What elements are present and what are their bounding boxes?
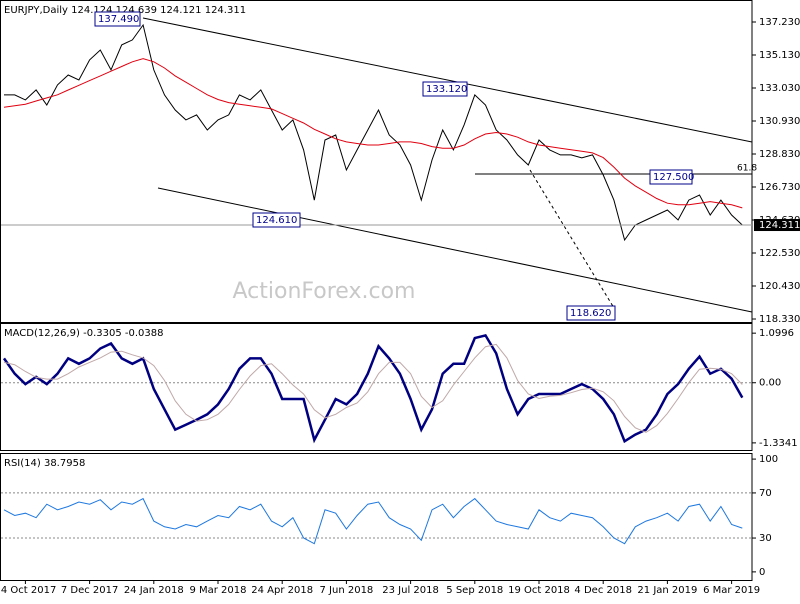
annotation: 61.8 xyxy=(737,164,757,174)
watermark: ActionForex.com xyxy=(233,279,416,304)
x-tick-label: 19 Oct 2018 xyxy=(508,585,570,596)
annotation-box xyxy=(422,81,468,97)
channel-upper xyxy=(142,17,753,143)
x-tick-label: 9 Mar 2018 xyxy=(189,585,246,596)
series-line xyxy=(4,23,743,242)
y-tick-label: 0 xyxy=(759,567,765,578)
x-tick-label: 24 Jan 2018 xyxy=(124,585,184,596)
panel-frame xyxy=(0,0,753,323)
dashed-line xyxy=(529,169,615,309)
series-line xyxy=(3,58,743,209)
y-tick-label: 137.230 xyxy=(759,17,800,28)
x-tick-label: 7 Dec 2017 xyxy=(61,585,119,596)
series-line xyxy=(3,497,743,545)
channel-lower xyxy=(157,187,753,313)
x-tick-label: 7 Jun 2018 xyxy=(320,585,374,596)
x-tick-label: 6 Mar 2019 xyxy=(703,585,760,596)
x-tick-label: 24 Apr 2018 xyxy=(251,585,313,596)
x-tick-label: 21 Jan 2019 xyxy=(637,585,697,596)
price-decor xyxy=(142,17,753,313)
y-tick-label: 120.430 xyxy=(759,281,800,292)
x-tick-label: 5 Sep 2018 xyxy=(446,585,503,596)
y-tick-label: 70 xyxy=(759,488,772,499)
series-line xyxy=(3,343,743,433)
x-tick-label: 24 Oct 2017 xyxy=(0,585,56,596)
annotation-box xyxy=(252,212,301,228)
y-tick-label: 0.00 xyxy=(759,378,781,389)
panel-title: EURJPY,Daily 124.124 124.639 124.121 124… xyxy=(4,5,246,16)
annotation-box xyxy=(94,11,141,27)
y-tick-label: 30 xyxy=(759,533,772,544)
y-tick-label: 100 xyxy=(759,454,778,465)
y-tick-label: 133.030 xyxy=(759,83,800,94)
y-tick-label: 118.330 xyxy=(759,314,800,325)
y-tick-label: -1.3341 xyxy=(759,438,798,449)
annotation: 118.620 xyxy=(570,308,611,319)
current-price-label: 124.311 xyxy=(759,220,800,231)
panel-frame xyxy=(0,453,753,581)
panel-frame xyxy=(0,323,753,451)
y-tick-label: 135.130 xyxy=(759,50,800,61)
annotation: 137.490 xyxy=(98,14,139,25)
panel-title: MACD(12,26,9) -0.3305 -0.0388 xyxy=(4,328,164,339)
y-tick-label: 126.730 xyxy=(759,182,800,193)
current-price-tag xyxy=(754,219,800,232)
panel-title: RSI(14) 38.7958 xyxy=(4,458,85,469)
x-tick-label: 4 Dec 2018 xyxy=(574,585,632,596)
y-tick-label: 1.0996 xyxy=(759,328,794,339)
annotation: 124.610 xyxy=(256,215,297,226)
series-line xyxy=(2,333,744,444)
annotation-box xyxy=(649,169,693,185)
annotation: 133.120 xyxy=(426,84,467,95)
y-tick-label: 122.530 xyxy=(759,248,800,259)
annotation: 127.500 xyxy=(653,172,694,183)
x-tick-label: 23 Jul 2018 xyxy=(382,585,439,596)
y-tick-label: 128.830 xyxy=(759,149,800,160)
annotation-box xyxy=(566,305,616,321)
y-tick-label: 130.930 xyxy=(759,116,800,127)
